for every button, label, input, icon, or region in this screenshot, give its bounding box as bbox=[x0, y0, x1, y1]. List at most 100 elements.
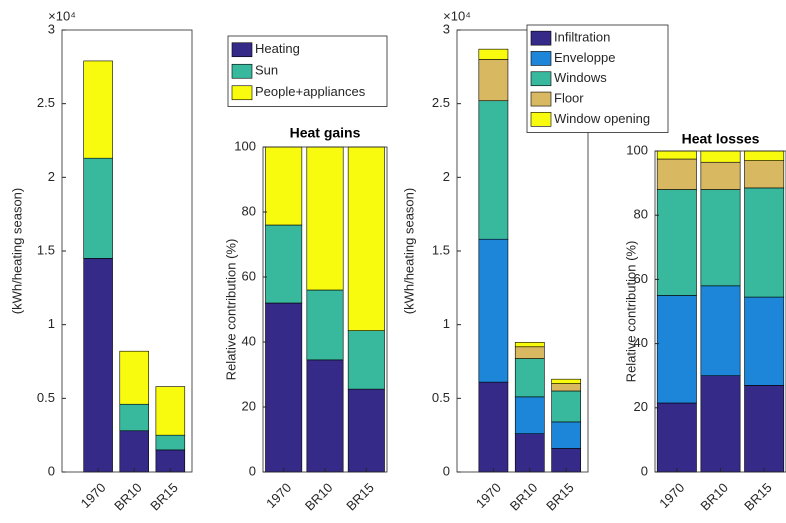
y-tick-label: 1 bbox=[443, 316, 450, 331]
y-tick-label: 3 bbox=[48, 21, 55, 36]
y-tick-label: 0 bbox=[249, 463, 256, 478]
y-tick-label: 2 bbox=[48, 169, 55, 184]
legend-box bbox=[227, 35, 388, 107]
y-axis-label: (kWh/heating season) bbox=[9, 188, 24, 314]
x-tick-label: BR15 bbox=[741, 480, 775, 514]
bar-segment bbox=[83, 157, 113, 259]
bar-segment bbox=[656, 189, 697, 296]
legend-label: People+appliances bbox=[255, 84, 366, 99]
bar-segment bbox=[744, 187, 785, 298]
chart-title: Heat gains bbox=[290, 125, 361, 141]
bar-segment bbox=[347, 330, 385, 390]
bar-segment bbox=[155, 434, 186, 451]
legend-swatch bbox=[530, 91, 552, 107]
x-tick-label: 1970 bbox=[473, 480, 504, 511]
bar-segment bbox=[265, 146, 303, 226]
legend-swatch bbox=[530, 51, 552, 66]
legend-swatch bbox=[231, 63, 253, 79]
chart-title: Heat losses bbox=[682, 131, 760, 147]
y-tick-label: 2.5 bbox=[37, 95, 55, 110]
y-tick-label: 1.5 bbox=[37, 242, 55, 257]
bar-segment bbox=[744, 296, 785, 386]
bar-segment bbox=[551, 383, 582, 392]
x-tick-label: BR10 bbox=[697, 480, 731, 514]
y-tick-label: 80 bbox=[634, 207, 648, 222]
y-scale-label: ×10⁴ bbox=[443, 8, 471, 23]
x-tick-label: BR10 bbox=[302, 480, 336, 514]
legend-swatch bbox=[530, 30, 552, 46]
bar-segment bbox=[478, 100, 509, 240]
bar-segment bbox=[119, 403, 149, 432]
legend-label: Windows bbox=[554, 70, 607, 85]
legend-label: Window opening bbox=[554, 111, 650, 126]
y-tick-label: 20 bbox=[634, 399, 648, 414]
bar-segment bbox=[83, 258, 113, 473]
bar-segment bbox=[155, 386, 186, 436]
y-tick-label: 1.5 bbox=[432, 242, 450, 257]
y-axis-label: Relative contribution (%) bbox=[623, 241, 638, 383]
y-tick-label: 80 bbox=[242, 203, 256, 218]
bar-segment bbox=[700, 189, 741, 287]
bar-segment bbox=[306, 146, 344, 291]
bar-segment bbox=[700, 375, 741, 473]
legend-swatch bbox=[530, 71, 552, 87]
bar-segment bbox=[347, 388, 385, 473]
x-tick-label: BR15 bbox=[343, 480, 377, 514]
bar-segment bbox=[347, 146, 385, 331]
y-tick-label: 0 bbox=[48, 463, 55, 478]
bar-segment bbox=[306, 359, 344, 473]
x-tick-label: BR10 bbox=[507, 480, 541, 514]
y-tick-label: 0.5 bbox=[432, 390, 450, 405]
bar-segment bbox=[119, 350, 149, 405]
bar-segment bbox=[514, 433, 545, 473]
bar-segment bbox=[744, 160, 785, 189]
y-axis-label: (kWh/heating season) bbox=[401, 188, 416, 314]
legend-label: Sun bbox=[255, 63, 278, 78]
bar-segment bbox=[744, 385, 785, 473]
bar-segment bbox=[700, 285, 741, 377]
y-tick-label: 60 bbox=[634, 271, 648, 286]
bar-segment bbox=[478, 381, 509, 473]
y-tick-label: 40 bbox=[242, 333, 256, 348]
bar-segment bbox=[514, 358, 545, 398]
bar-segment bbox=[551, 421, 582, 449]
y-tick-label: 60 bbox=[242, 268, 256, 283]
bar-segment bbox=[265, 302, 303, 473]
y-tick-label: 3 bbox=[443, 21, 450, 36]
bar-segment bbox=[478, 48, 509, 60]
x-tick-label: 1970 bbox=[656, 480, 687, 511]
legend-label: Floor bbox=[554, 90, 584, 105]
y-tick-label: 1 bbox=[48, 316, 55, 331]
bar-segment bbox=[744, 150, 785, 161]
x-tick-label: BR15 bbox=[147, 480, 181, 514]
x-tick-label: BR10 bbox=[111, 480, 145, 514]
bar-segment bbox=[306, 289, 344, 361]
y-tick-label: 100 bbox=[234, 138, 256, 153]
bar-segment bbox=[514, 346, 545, 359]
legend-swatch bbox=[231, 42, 253, 58]
legend-label: Heating bbox=[255, 41, 300, 56]
y-tick-label: 100 bbox=[626, 142, 648, 157]
y-tick-label: 2.5 bbox=[432, 95, 450, 110]
bar-segment bbox=[551, 378, 582, 384]
bar-segment bbox=[700, 150, 741, 163]
bar-segment bbox=[119, 430, 149, 473]
y-tick-label: 0 bbox=[443, 463, 450, 478]
legend-label: Infiltration bbox=[554, 30, 610, 45]
bar-segment bbox=[83, 60, 113, 159]
axes-box bbox=[262, 146, 388, 473]
bar-segment bbox=[478, 59, 509, 102]
bar-segment bbox=[656, 150, 697, 160]
axes-box bbox=[654, 150, 786, 473]
y-tick-label: 20 bbox=[242, 398, 256, 413]
bar-segment bbox=[656, 158, 697, 190]
bar-segment bbox=[478, 238, 509, 383]
bar-segment bbox=[656, 402, 697, 473]
legend-label: Enveloppe bbox=[554, 50, 615, 65]
x-tick-label: BR15 bbox=[543, 480, 577, 514]
bar-segment bbox=[514, 342, 545, 348]
legend-swatch bbox=[530, 112, 552, 127]
bar-segment bbox=[514, 396, 545, 434]
bar-segment bbox=[265, 224, 303, 304]
